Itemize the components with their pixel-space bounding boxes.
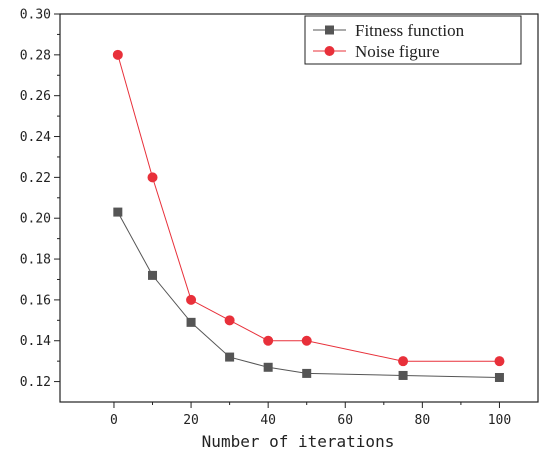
x-axis-title: Number of iterations [202,432,395,451]
data-point-square [113,207,123,217]
x-tick-label: 20 [183,413,199,428]
y-tick-label: 0.24 [20,130,51,145]
y-tick-label: 0.20 [20,212,51,227]
y-tick-label: 0.26 [20,89,51,104]
y-tick-label: 0.22 [20,171,51,186]
y-tick-label: 0.28 [20,48,51,63]
data-point-square [148,270,158,280]
data-point-square [494,372,504,382]
legend-circle-marker [324,46,335,56]
y-tick-label: 0.18 [20,253,51,268]
x-tick-label: 40 [260,413,276,428]
x-tick-label: 80 [415,413,431,428]
series-line [117,211,500,378]
legend-label: Fitness function [355,21,465,40]
x-tick-label: 60 [337,413,353,428]
y-tick-label: 0.16 [20,293,51,308]
plot-frame [59,13,539,403]
data-point-circle [147,172,158,183]
data-point-square [398,370,408,380]
data-point-square [302,368,312,378]
series-fitness-function [113,207,504,382]
data-point-circle [112,49,123,60]
y-axis-ticks: 0.12 0.14 0.16 0.18 0.20 0.22 0.24 0.26 0.28 0.30 [20,8,60,390]
y-tick-label: 0.14 [20,334,51,349]
data-point-circle [494,356,505,367]
y-tick-label: 0.12 [20,375,51,390]
x-tick-label: 0 [110,413,118,428]
series-line [117,54,500,362]
data-point-circle [263,335,274,346]
data-point-square [225,352,235,362]
series-layer [112,49,505,382]
data-point-circle [398,356,409,367]
legend-square-marker [325,25,334,35]
data-point-square [186,317,196,327]
data-point-circle [301,335,312,346]
legend-box [304,15,522,65]
data-point-circle [186,294,197,305]
data-point-circle [224,315,235,326]
y-tick-label: 0.30 [20,8,51,23]
x-tick-label: 100 [488,413,511,428]
data-point-square [263,362,273,372]
x-axis-ticks: 0 20 40 60 80 100 [110,402,511,428]
legend-label: Noise figure [355,42,440,61]
legend: Fitness function Noise figure [304,15,522,65]
axes [59,13,539,403]
series-noise-figure [112,49,505,367]
